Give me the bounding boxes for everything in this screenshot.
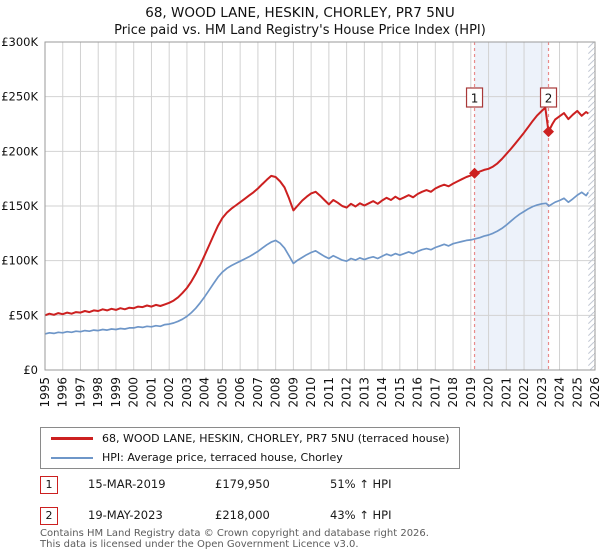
x-axis-tick-label: 2024 [553, 377, 567, 408]
x-axis-tick-label: 2006 [233, 377, 247, 408]
sale-1-vs-hpi: 51% ↑ HPI [330, 477, 392, 491]
sale-1-price: £179,950 [215, 477, 270, 491]
x-axis-tick-label: 2023 [535, 377, 549, 408]
x-axis-tick-label: 2021 [499, 377, 513, 408]
x-axis-tick-label: 1998 [91, 377, 105, 408]
x-axis-tick-label: 2019 [464, 377, 478, 408]
legend-line-red-icon [51, 437, 93, 440]
y-axis-tick-label: £150K [1, 199, 38, 213]
sale-number-box [539, 87, 558, 108]
x-axis-tick-label: 2013 [357, 377, 371, 408]
x-axis-tick-label: 2017 [428, 377, 442, 408]
sale-point-diamond [543, 126, 555, 138]
sale-point-diamond [469, 167, 481, 179]
y-axis-tick-label: £100K [1, 254, 38, 268]
x-axis-tick-label: 2026 [588, 377, 600, 408]
x-axis-tick-label: 2020 [482, 377, 496, 408]
future-hatch-region [588, 42, 595, 370]
series-line-hpi [44, 191, 590, 335]
x-axis-tick-label: 2011 [322, 377, 336, 408]
legend-item-property: 68, WOOD LANE, HESKIN, CHORLEY, PR7 5NU … [47, 431, 453, 447]
x-axis-tick-label: 2003 [180, 377, 194, 408]
sale-1-date: 15-MAR-2019 [88, 477, 166, 491]
y-axis-tick-label: £300K [1, 35, 38, 49]
y-axis-tick-label: £50K [9, 308, 39, 322]
legend-item-hpi: HPI: Average price, terraced house, Chor… [47, 450, 453, 466]
sale-2-number-badge: 2 [40, 507, 58, 525]
x-axis-tick-label: 2002 [162, 377, 176, 408]
x-axis-tick-label: 2015 [393, 377, 407, 408]
page-subtitle: Price paid vs. HM Land Registry's House … [114, 23, 486, 38]
sale-2-vs-hpi: 43% ↑ HPI [330, 508, 392, 522]
sale-number-text: 1 [471, 92, 479, 106]
x-axis-tick-label: 1995 [38, 377, 52, 408]
x-axis-tick-label: 1996 [56, 377, 70, 408]
x-axis-tick-label: 2018 [446, 377, 460, 408]
page-title: 68, WOOD LANE, HESKIN, CHORLEY, PR7 5NU [145, 5, 455, 21]
y-axis-tick-label: £200K [1, 144, 38, 158]
footer-line-2: This data is licensed under the Open Gov… [40, 539, 359, 550]
x-axis-tick-label: 2004 [198, 377, 212, 408]
x-axis-tick-label: 2005 [215, 377, 229, 408]
x-axis-tick-label: 2010 [304, 377, 318, 408]
x-axis-tick-label: 1999 [109, 377, 123, 408]
x-axis-tick-label: 2007 [251, 377, 265, 408]
sale-number-box [465, 87, 484, 108]
y-axis-tick-label: £250K [1, 90, 38, 104]
series-line-property [44, 106, 589, 317]
license-footer: Contains HM Land Registry data © Crown c… [40, 528, 580, 550]
sale-2-price: £218,000 [215, 508, 270, 522]
sale-2-date: 19-MAY-2023 [88, 508, 163, 522]
x-axis-tick-label: 2012 [340, 377, 354, 408]
legend-label-hpi: HPI: Average price, terraced house, Chor… [102, 451, 343, 464]
legend-line-blue-icon [51, 456, 93, 459]
x-axis-tick-label: 2009 [286, 377, 300, 408]
x-axis-tick-label: 2025 [570, 377, 584, 408]
sale-row-2: 2 19-MAY-2023 £218,000 43% ↑ HPI [40, 507, 560, 525]
sale-1-number-badge: 1 [40, 476, 58, 494]
x-axis-tick-label: 2008 [269, 377, 283, 408]
plot-border [44, 41, 596, 371]
x-axis-tick-label: 2014 [375, 377, 389, 408]
sale-row-1: 1 15-MAR-2019 £179,950 51% ↑ HPI [40, 476, 560, 494]
x-axis-tick-label: 2022 [517, 377, 531, 408]
chart-legend: 68, WOOD LANE, HESKIN, CHORLEY, PR7 5NU … [40, 427, 460, 469]
footer-line-1: Contains HM Land Registry data © Crown c… [40, 528, 429, 539]
x-axis-tick-label: 1997 [73, 377, 87, 408]
legend-label-property: 68, WOOD LANE, HESKIN, CHORLEY, PR7 5NU … [102, 432, 450, 445]
x-axis-tick-label: 2016 [411, 377, 425, 408]
x-axis-tick-label: 2000 [127, 377, 141, 408]
y-axis-tick-label: £0 [23, 363, 38, 377]
x-axis-tick-label: 2001 [144, 377, 158, 408]
sale-number-text: 2 [545, 92, 553, 106]
